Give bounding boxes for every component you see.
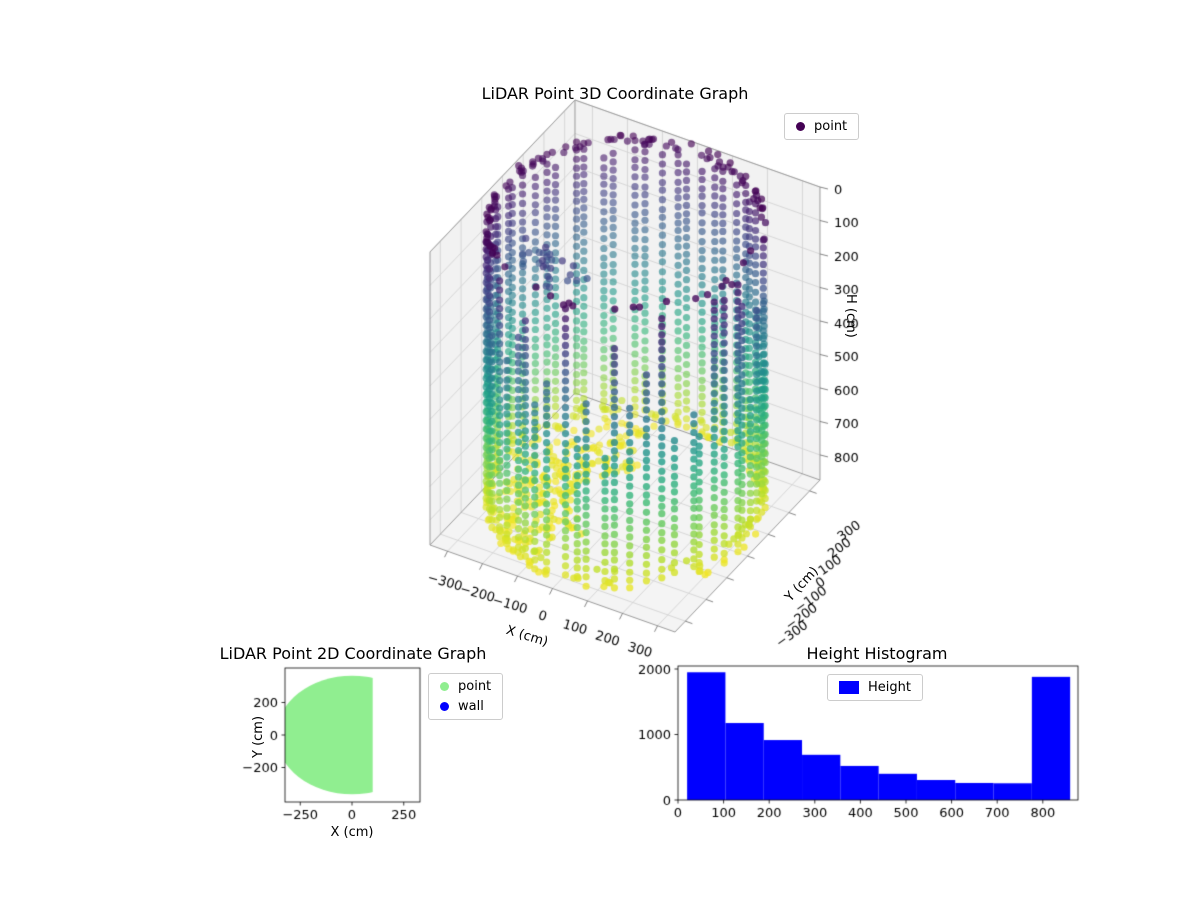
plot3d-h-axis-label: H (cm) bbox=[843, 294, 858, 338]
wall-marker-icon bbox=[440, 702, 449, 711]
legend-label-height: Height bbox=[868, 680, 911, 695]
legend-entry-wall: wall bbox=[440, 699, 491, 714]
legend-label-point: point bbox=[814, 119, 848, 134]
histogram-legend: Height bbox=[827, 674, 923, 701]
plot3d-title: LiDAR Point 3D Coordinate Graph bbox=[481, 84, 749, 103]
legend-entry-height: Height bbox=[839, 680, 911, 695]
height-marker-icon bbox=[839, 681, 859, 694]
plot2d-y-axis-label: Y (cm) bbox=[251, 715, 266, 758]
histogram-title: Height Histogram bbox=[806, 644, 948, 663]
legend-entry-point: point bbox=[796, 119, 847, 134]
plot3d-legend: point bbox=[784, 113, 860, 140]
point-marker-icon bbox=[796, 122, 805, 131]
legend-label-wall: wall bbox=[458, 699, 484, 714]
point-marker-icon bbox=[440, 682, 449, 691]
plot2d-title: LiDAR Point 2D Coordinate Graph bbox=[219, 644, 487, 663]
legend-label-point: point bbox=[458, 679, 492, 694]
legend-entry-point: point bbox=[440, 679, 491, 694]
plot2d-legend: point wall bbox=[428, 673, 504, 720]
plot2d-x-axis-label: X (cm) bbox=[330, 825, 374, 840]
